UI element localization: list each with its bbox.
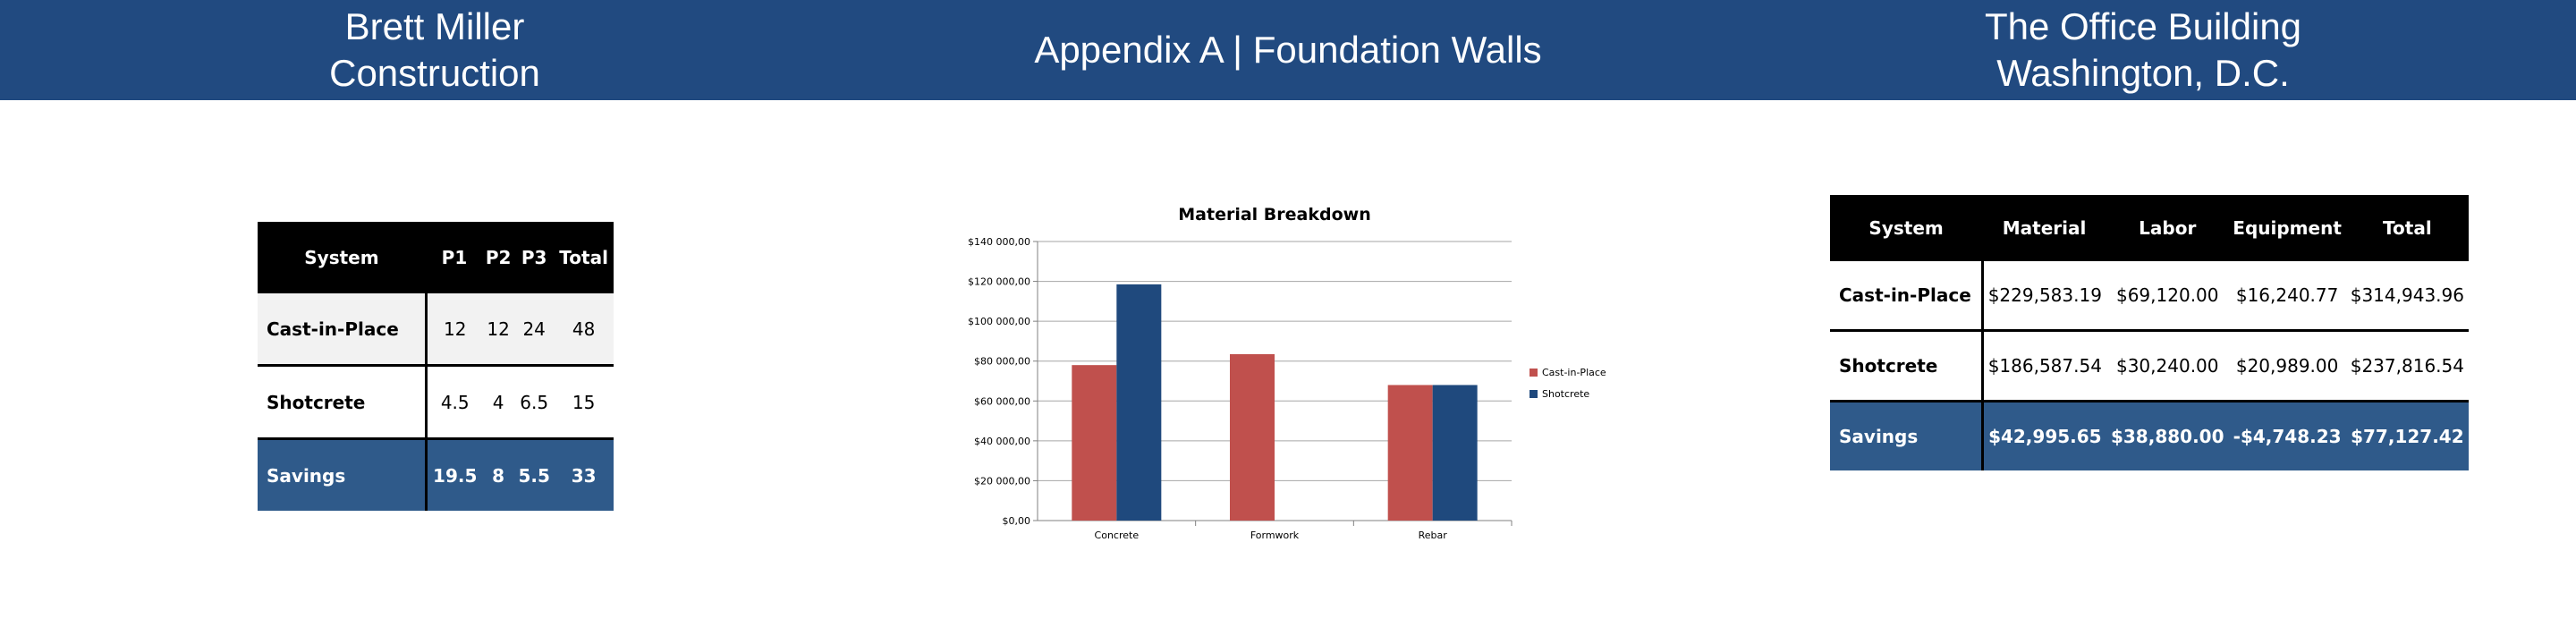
table-cell: $186,587.54 bbox=[1982, 330, 2106, 402]
row-label: Shotcrete bbox=[258, 365, 428, 440]
table-row: Savings $42,995.65 $38,880.00 -$4,748.23… bbox=[1830, 401, 2469, 470]
table-row: Shotcrete $186,587.54 $30,240.00 $20,989… bbox=[1830, 330, 2469, 402]
x-tick-label: Rebar bbox=[1419, 530, 1448, 541]
table-cell: $229,583.19 bbox=[1982, 261, 2106, 332]
bar-cast-in-place bbox=[1072, 365, 1117, 521]
y-tick-label: $0,00 bbox=[1003, 515, 1031, 527]
y-tick-label: $140 000,00 bbox=[968, 236, 1030, 248]
table-cell: $42,995.65 bbox=[1982, 401, 2106, 470]
page-title: Appendix A | Foundation Walls bbox=[1034, 29, 1542, 71]
row-label: Cast-in-Place bbox=[258, 293, 428, 367]
y-tick-label: $20 000,00 bbox=[974, 475, 1030, 487]
table-cell: $77,127.42 bbox=[2345, 401, 2469, 470]
legend-label: Shotcrete bbox=[1542, 388, 1589, 400]
y-tick-label: $60 000,00 bbox=[974, 395, 1030, 407]
legend-swatch bbox=[1530, 369, 1538, 377]
project-name-line1: The Office Building bbox=[1984, 5, 2302, 47]
table-cell: 8 bbox=[482, 438, 515, 511]
col-header: P1 bbox=[426, 222, 483, 293]
table-row: Shotcrete 4.5 4 6.5 15 bbox=[258, 365, 614, 440]
table-cell: 12 bbox=[426, 293, 483, 367]
table-cell: 15 bbox=[554, 365, 614, 440]
chart-title: Material Breakdown bbox=[1178, 205, 1370, 225]
table-row: Cast-in-Place $229,583.19 $69,120.00 $16… bbox=[1830, 261, 2469, 332]
row-label: Cast-in-Place bbox=[1830, 261, 1984, 332]
header-band: Brett Miller Construction Appendix A | F… bbox=[0, 0, 2576, 100]
table-cell: $30,240.00 bbox=[2106, 330, 2229, 402]
table-cell: 33 bbox=[554, 438, 614, 511]
table-cell: 4 bbox=[482, 365, 515, 440]
schedule-table: System P1 P2 P3 Total Cast-in-Place 12 1… bbox=[258, 222, 614, 511]
y-tick-label: $120 000,00 bbox=[968, 276, 1030, 288]
row-label: Savings bbox=[1830, 401, 1984, 470]
table-cell: 48 bbox=[554, 293, 614, 367]
table-header-row: System P1 P2 P3 Total bbox=[258, 222, 614, 293]
table-cell: $69,120.00 bbox=[2106, 261, 2229, 332]
table-cell: 4.5 bbox=[426, 365, 483, 440]
col-header: System bbox=[1830, 195, 1983, 261]
company-name-line2: Construction bbox=[329, 52, 540, 94]
table-header-row: System Material Labor Equipment Total bbox=[1830, 195, 2469, 261]
material-breakdown-chart: Material Breakdown $0,00 $20 000,00 $40 000… bbox=[921, 197, 1619, 555]
legend-label: Cast-in-Place bbox=[1542, 367, 1606, 378]
col-header: Total bbox=[2345, 195, 2469, 261]
project-location: Washington, D.C. bbox=[1996, 52, 2290, 94]
col-header: P2 bbox=[482, 222, 515, 293]
table-row: Cast-in-Place 12 12 24 48 bbox=[258, 293, 614, 367]
col-header: Material bbox=[1982, 195, 2106, 261]
table-cell: 6.5 bbox=[514, 365, 555, 440]
y-tick-label: $100 000,00 bbox=[968, 316, 1030, 327]
table-cell: $38,880.00 bbox=[2106, 401, 2229, 470]
bar-shotcrete bbox=[1116, 284, 1162, 521]
table-row: Savings 19.5 8 5.5 33 bbox=[258, 438, 614, 511]
col-header: Equipment bbox=[2228, 195, 2346, 261]
y-tick-label: $40 000,00 bbox=[974, 436, 1030, 447]
bar-shotcrete bbox=[1432, 385, 1478, 521]
table-cell: 24 bbox=[514, 293, 555, 367]
row-label: Shotcrete bbox=[1830, 330, 1984, 402]
table-cell: 5.5 bbox=[514, 438, 555, 511]
table-cell: $237,816.54 bbox=[2345, 330, 2469, 402]
col-header: Labor bbox=[2106, 195, 2229, 261]
col-header: P3 bbox=[514, 222, 555, 293]
col-header: System bbox=[258, 222, 427, 293]
col-header: Total bbox=[554, 222, 614, 293]
table-cell: $20,989.00 bbox=[2228, 330, 2346, 402]
x-tick-label: Concrete bbox=[1095, 530, 1140, 541]
row-label: Savings bbox=[258, 438, 428, 511]
y-tick-label: $80 000,00 bbox=[974, 356, 1030, 368]
table-cell: $314,943.96 bbox=[2345, 261, 2469, 332]
table-cell: 12 bbox=[482, 293, 515, 367]
bar-cast-in-place bbox=[1230, 353, 1275, 521]
bar-cast-in-place bbox=[1387, 385, 1433, 521]
table-cell: 19.5 bbox=[426, 438, 483, 511]
legend-swatch bbox=[1530, 390, 1538, 398]
chart-canvas: Material Breakdown $0,00 $20 000,00 $40 000… bbox=[968, 205, 1606, 541]
cost-table: System Material Labor Equipment Total Ca… bbox=[1830, 195, 2469, 470]
company-name-line1: Brett Miller bbox=[344, 5, 525, 47]
x-tick-label: Formwork bbox=[1250, 530, 1300, 541]
table-cell: -$4,748.23 bbox=[2228, 401, 2346, 470]
project-name: The Office Building Washington, D.C. bbox=[1964, 0, 2322, 100]
company-name: Brett Miller Construction bbox=[256, 0, 614, 100]
table-cell: $16,240.77 bbox=[2228, 261, 2346, 332]
